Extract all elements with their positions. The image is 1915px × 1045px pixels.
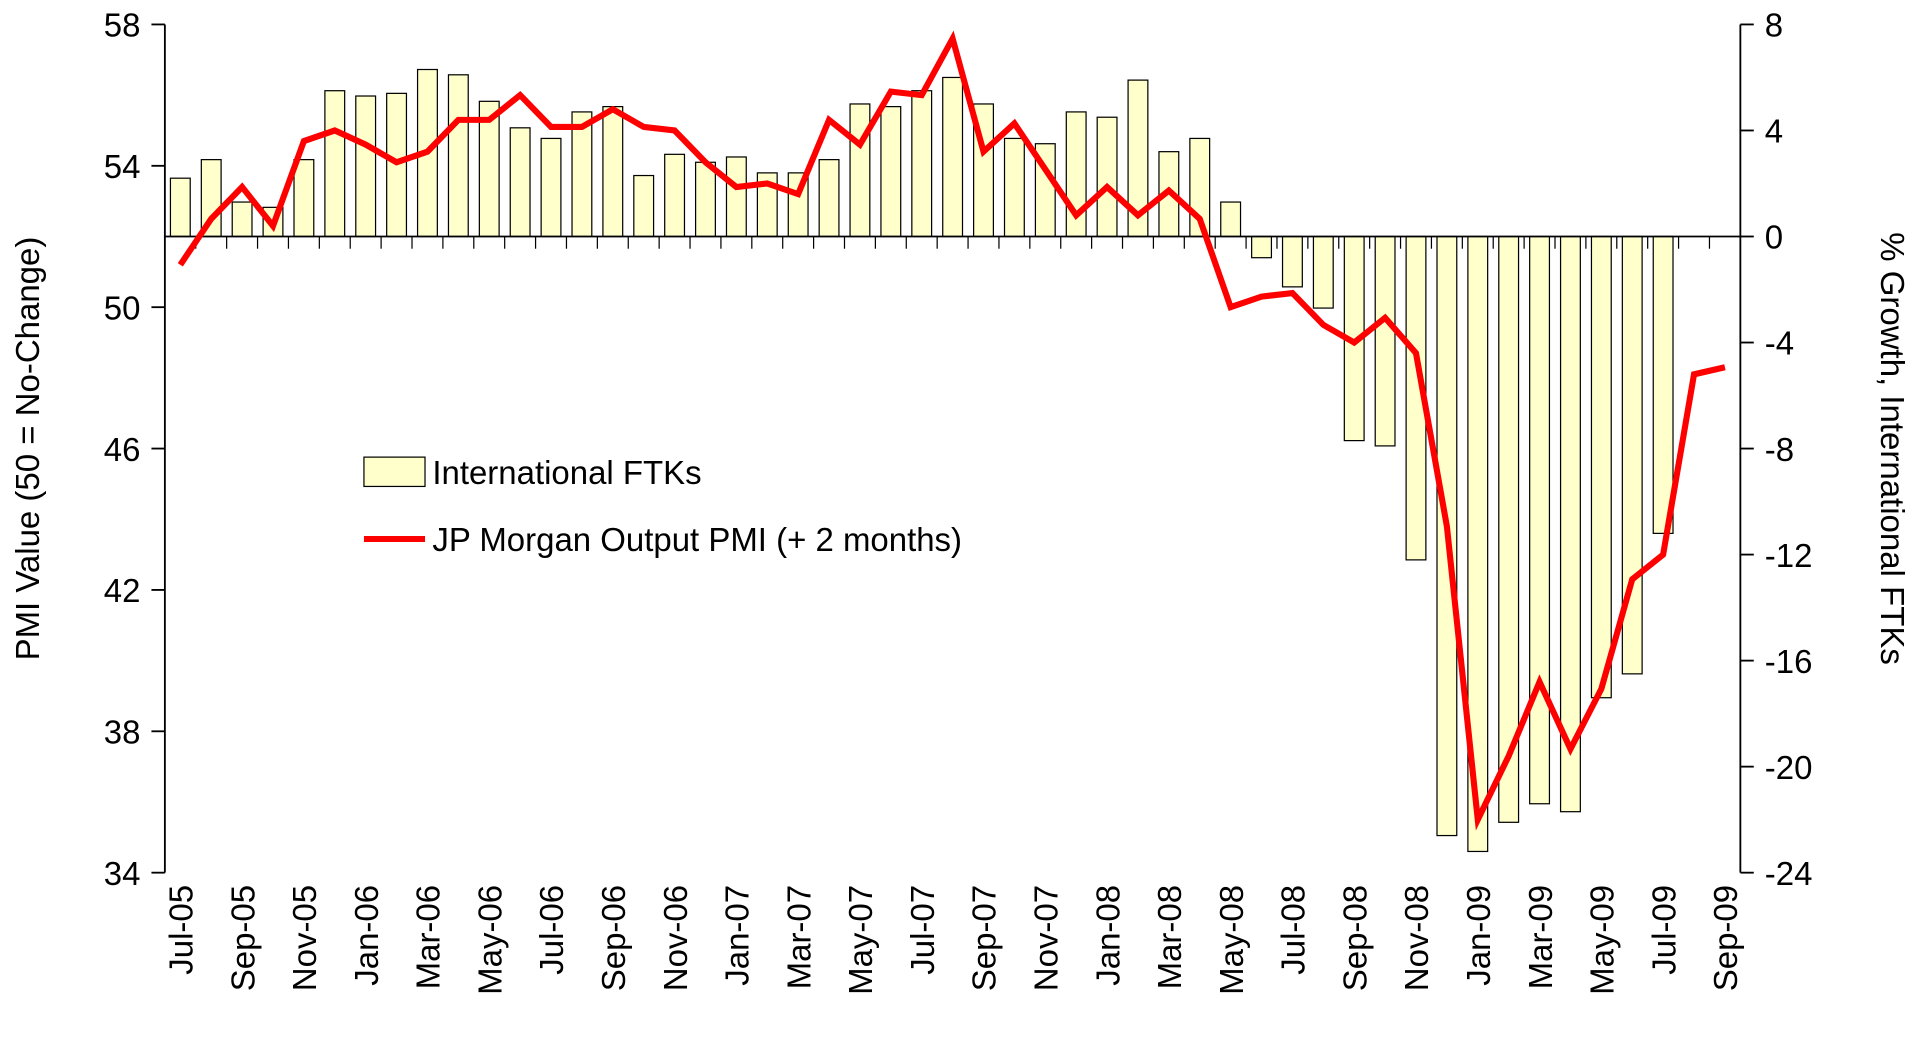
legend-label: International FTKs [432,454,701,491]
x-tick-label: Jul-09 [1645,885,1682,975]
y2-axis-title: % Growth, International FTKs [1874,232,1911,665]
x-tick-label: May-06 [471,885,508,995]
bar [509,127,531,238]
y-tick-label: 58 [104,7,141,44]
x-tick-label: Sep-07 [966,885,1003,991]
x-tick-label: May-08 [1213,885,1250,995]
x-tick-label: Nov-06 [657,885,694,991]
bar [880,106,902,238]
x-tick-label: Sep-06 [595,885,632,991]
bar [1281,235,1303,288]
x-tick-label: Sep-08 [1336,885,1373,991]
bar [231,201,253,238]
bar [664,153,686,238]
bar [1003,137,1025,238]
legend-swatch [363,456,426,488]
bar [602,106,624,238]
y2-tick-label: 8 [1765,7,1783,44]
x-tick-label: Jul-06 [533,885,570,975]
bar [571,111,593,238]
bar [694,161,716,238]
bar [355,95,377,238]
x-tick-label: Sep-09 [1707,885,1744,991]
bar [1312,235,1334,309]
x-tick-label: May-07 [842,885,879,995]
bar [1251,235,1273,259]
x-tick-label: Nov-07 [1028,885,1065,991]
x-tick-label: May-09 [1584,885,1621,995]
bar [324,90,346,238]
bar [849,103,871,238]
x-tick-label: Jan-08 [1089,885,1126,986]
x-tick-label: Jan-07 [719,885,756,986]
bar [1374,235,1396,447]
x-tick-label: Jul-05 [163,885,200,975]
bar [540,137,562,238]
bar [169,177,191,238]
bar [818,159,840,238]
x-tick-label: Mar-07 [780,885,817,989]
x-tick-label: Mar-06 [410,885,447,989]
y2-tick-label: -8 [1765,431,1794,468]
bar [1652,235,1674,534]
y-tick-label: 38 [104,714,141,751]
bar [1096,116,1118,238]
y2-tick-label: -20 [1765,749,1813,786]
y-axis-title: PMI Value (50 = No-Change) [9,237,46,661]
x-tick-label: Mar-09 [1522,885,1559,989]
y2-tick-label: -24 [1765,855,1813,892]
bar [633,174,655,238]
y2-tick-label: 4 [1765,113,1783,150]
bar [1559,235,1581,813]
x-tick-label: Nov-08 [1398,885,1435,991]
legend-label: JP Morgan Output PMI (+ 2 months) [432,521,962,558]
bar [1529,235,1551,805]
y-tick-label: 46 [104,431,141,468]
line [177,30,1726,831]
x-tick-label: Sep-05 [224,885,261,991]
y2-tick-label: -12 [1765,537,1813,574]
bar [942,76,964,238]
x-tick-label: Jul-08 [1275,885,1312,975]
bar [1590,235,1612,699]
y2-tick-label: -4 [1765,325,1794,362]
x-tick-label: Mar-08 [1151,885,1188,989]
y-tick-label: 50 [104,289,141,326]
bar [725,156,747,238]
bar [911,90,933,238]
y2-tick-label: 0 [1765,219,1783,256]
y2-tick-label: -16 [1765,643,1813,680]
bar [447,74,469,238]
y-tick-label: 34 [104,855,141,892]
x-tick-label: Jan-09 [1460,885,1497,986]
y-tick-label: 42 [104,572,141,609]
bar [1220,201,1242,238]
x-tick-label: Jul-07 [904,885,941,975]
x-tick-label: Jan-06 [348,885,385,986]
x-tick-label: Nov-05 [286,885,323,991]
bar [293,159,315,238]
y-tick-label: 54 [104,148,141,185]
